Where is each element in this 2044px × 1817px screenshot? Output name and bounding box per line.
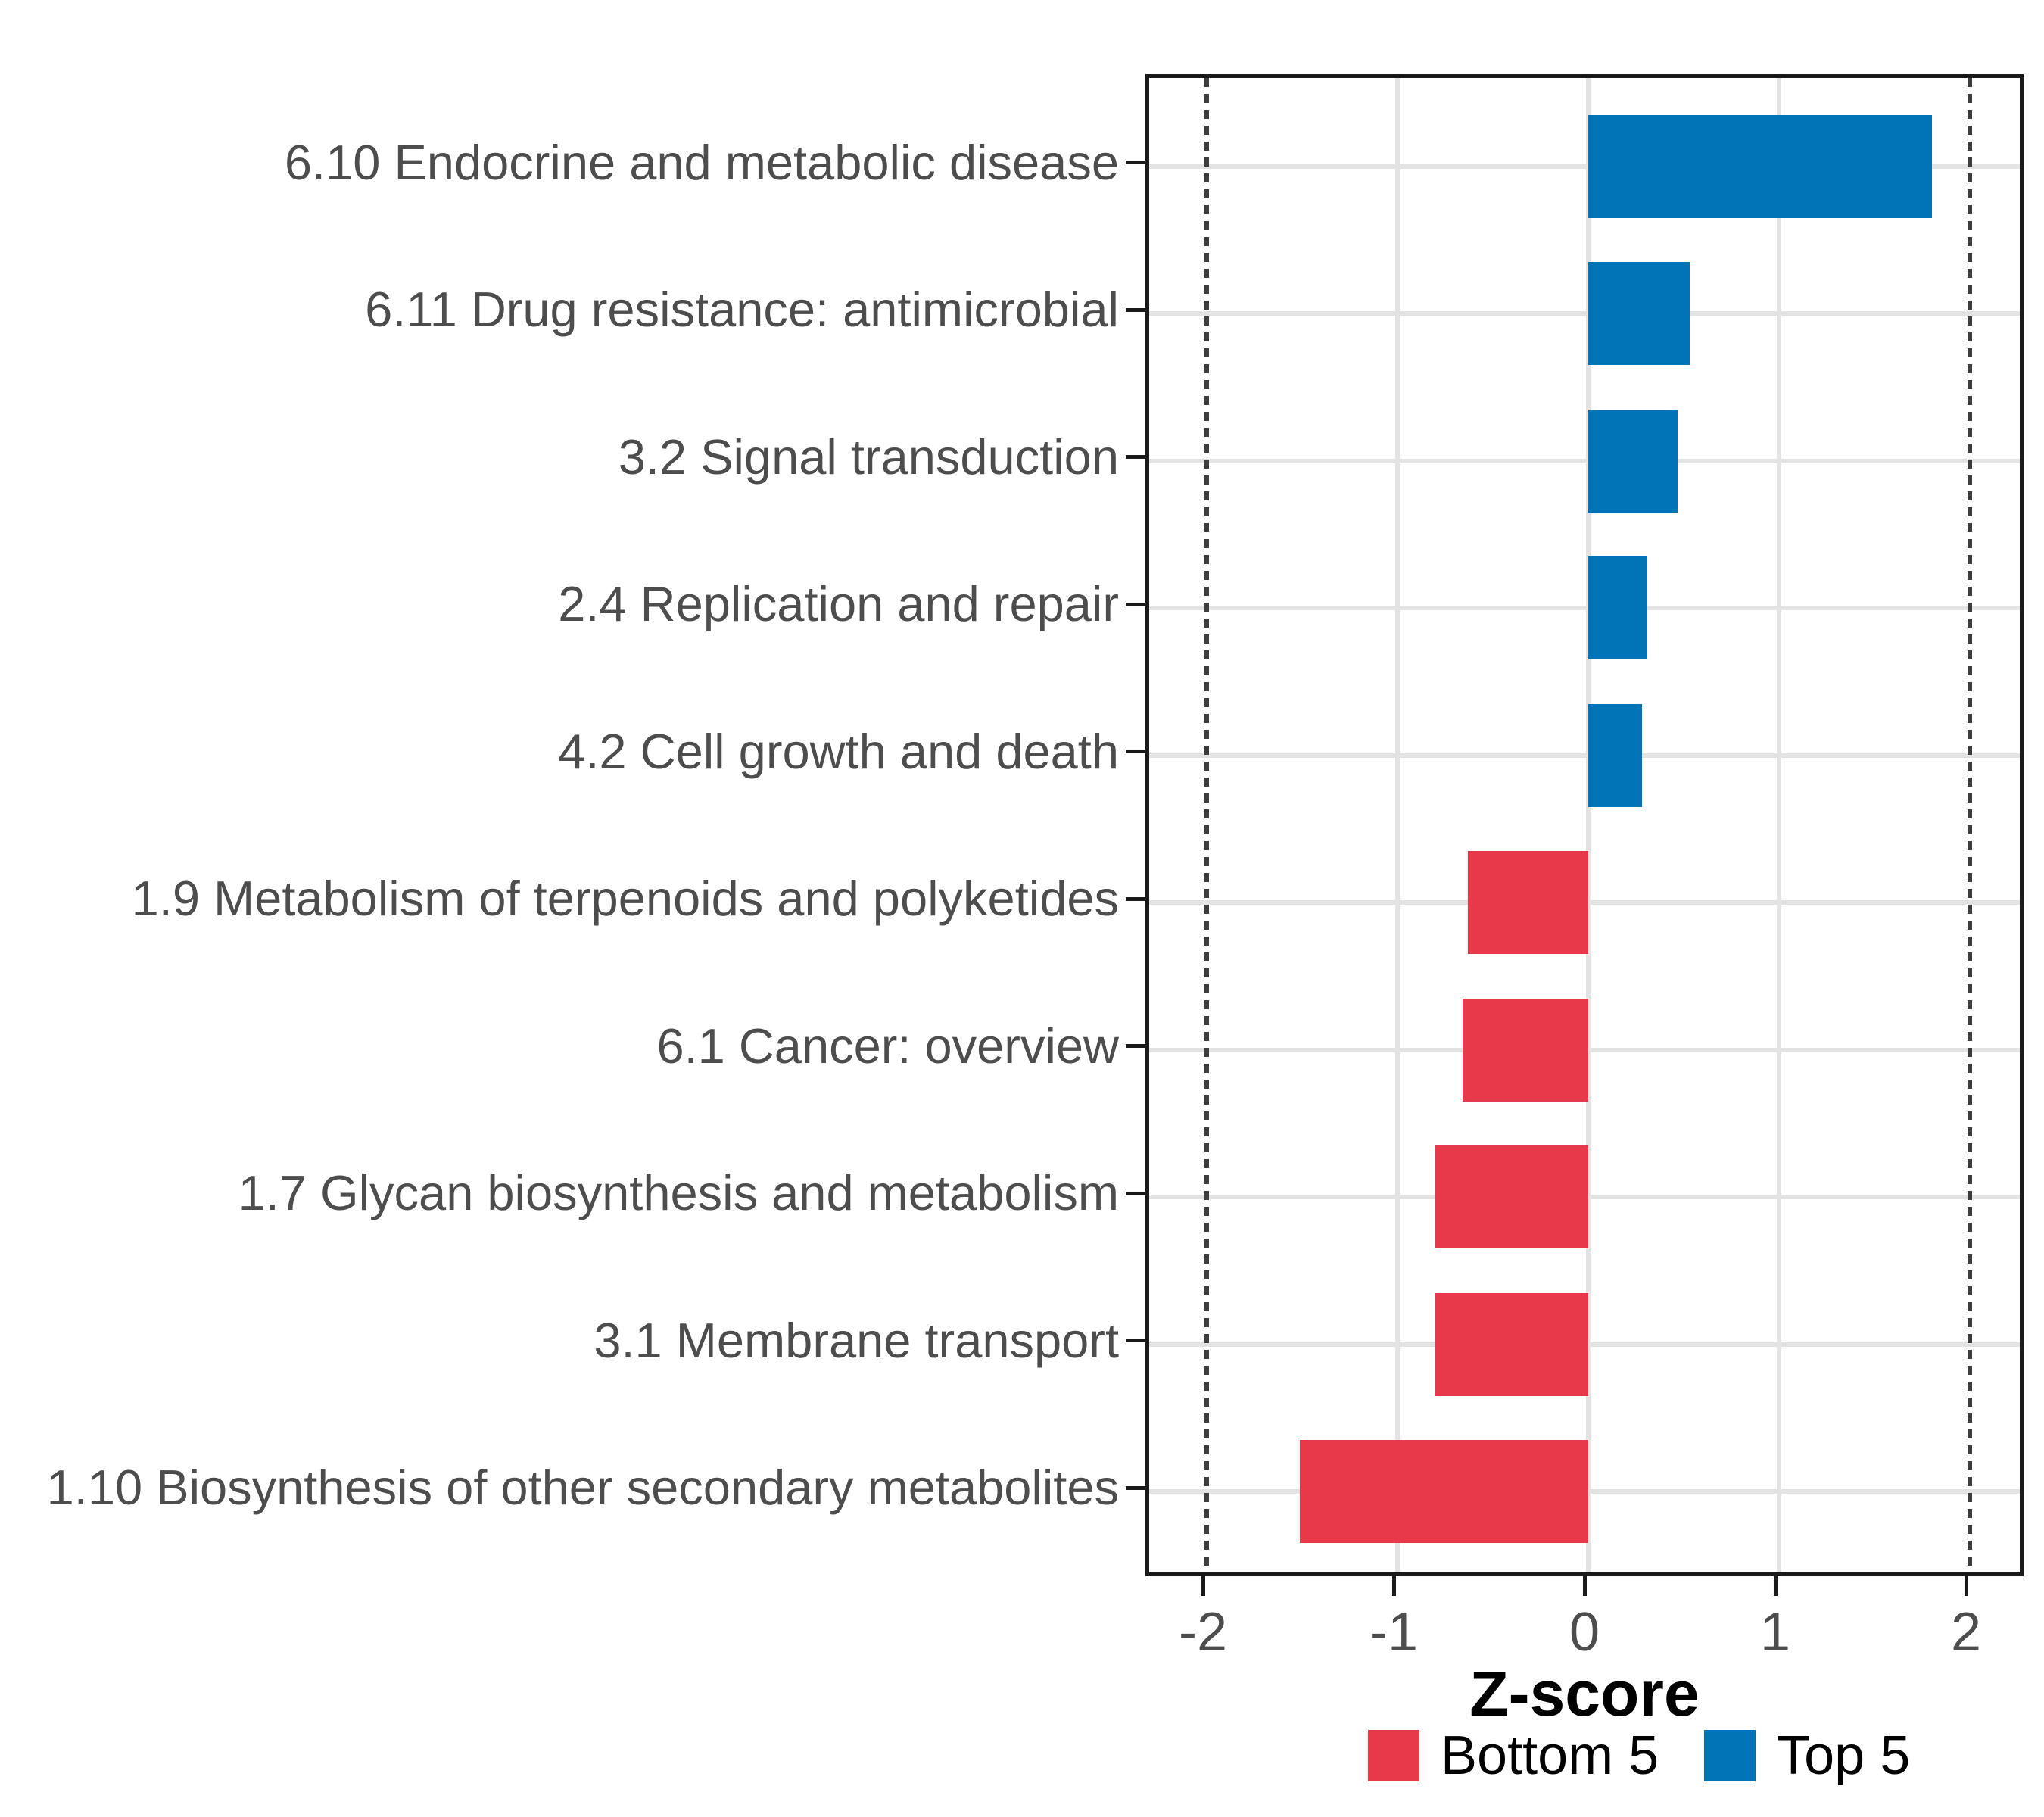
category-label: 1.10 Biosynthesis of other secondary met… bbox=[46, 1460, 1119, 1516]
x-tick-mark bbox=[1201, 1576, 1205, 1596]
category-label: 1.7 Glycan biosynthesis and metabolism bbox=[238, 1165, 1119, 1221]
x-tick-label: -2 bbox=[1178, 1602, 1228, 1663]
major-gridline-y bbox=[1149, 164, 2020, 169]
bar-positive bbox=[1588, 703, 1642, 807]
major-gridline-x bbox=[1586, 78, 1591, 1572]
x-tick-label: 0 bbox=[1569, 1602, 1600, 1663]
y-tick-mark bbox=[1126, 161, 1145, 165]
legend-swatch-bottom5 bbox=[1368, 1730, 1419, 1781]
y-tick-mark bbox=[1126, 602, 1145, 606]
category-label: 6.10 Endocrine and metabolic disease bbox=[284, 134, 1119, 190]
major-gridline-y bbox=[1149, 311, 2020, 316]
reference-dotted-line bbox=[1968, 78, 1972, 1572]
y-tick-mark bbox=[1126, 750, 1145, 754]
x-tick-mark bbox=[1391, 1576, 1396, 1596]
x-tick-mark bbox=[1773, 1576, 1778, 1596]
plot-panel bbox=[1145, 74, 2024, 1576]
legend-label-top5: Top 5 bbox=[1777, 1725, 1911, 1786]
y-tick-mark bbox=[1126, 1485, 1145, 1490]
x-tick-mark bbox=[1582, 1576, 1587, 1596]
bar-positive bbox=[1588, 262, 1690, 366]
legend-label-bottom5: Bottom 5 bbox=[1441, 1725, 1659, 1786]
y-tick-mark bbox=[1126, 1339, 1145, 1343]
bar-negative bbox=[1435, 1145, 1588, 1249]
bar-negative bbox=[1462, 998, 1588, 1102]
category-label: 6.11 Drug resistance: antimicrobial bbox=[365, 282, 1119, 338]
bar-negative bbox=[1468, 851, 1588, 955]
legend-item-top5: Top 5 bbox=[1704, 1725, 1911, 1786]
category-label: 1.9 Metabolism of terpenoids and polyket… bbox=[131, 871, 1119, 927]
x-tick-label: 1 bbox=[1759, 1602, 1791, 1663]
x-tick-label: -1 bbox=[1369, 1602, 1419, 1663]
category-label: 4.2 Cell growth and death bbox=[558, 723, 1119, 779]
category-label: 3.2 Signal transduction bbox=[618, 429, 1119, 485]
bar-negative bbox=[1300, 1440, 1588, 1544]
y-tick-mark bbox=[1126, 307, 1145, 312]
legend-item-bottom5: Bottom 5 bbox=[1368, 1725, 1659, 1786]
y-tick-mark bbox=[1126, 896, 1145, 901]
major-gridline-y bbox=[1149, 753, 2020, 758]
bar-positive bbox=[1588, 556, 1648, 660]
y-tick-mark bbox=[1126, 1044, 1145, 1049]
x-tick-mark bbox=[1964, 1576, 1968, 1596]
y-tick-mark bbox=[1126, 1191, 1145, 1195]
reference-dotted-line bbox=[1204, 78, 1209, 1572]
major-gridline-x bbox=[1395, 78, 1400, 1572]
bar-positive bbox=[1588, 409, 1678, 513]
category-label: 2.4 Replication and repair bbox=[558, 576, 1119, 632]
major-gridline-y bbox=[1149, 606, 2020, 611]
category-label: 3.1 Membrane transport bbox=[594, 1312, 1119, 1368]
bar-layer bbox=[1149, 78, 2020, 1572]
x-axis-title: Z-score bbox=[1469, 1658, 1700, 1729]
legend: Bottom 5 Top 5 bbox=[1368, 1725, 1911, 1786]
major-gridline-y bbox=[1149, 458, 2020, 463]
major-gridline-x bbox=[1777, 78, 1781, 1572]
reference-line-layer bbox=[1149, 78, 2020, 1572]
x-tick-label: 2 bbox=[1950, 1602, 1982, 1663]
bar-positive bbox=[1588, 114, 1932, 218]
legend-swatch-top5 bbox=[1704, 1730, 1756, 1781]
category-label: 6.1 Cancer: overview bbox=[656, 1018, 1119, 1074]
y-tick-mark bbox=[1126, 455, 1145, 460]
bar-negative bbox=[1435, 1292, 1588, 1396]
